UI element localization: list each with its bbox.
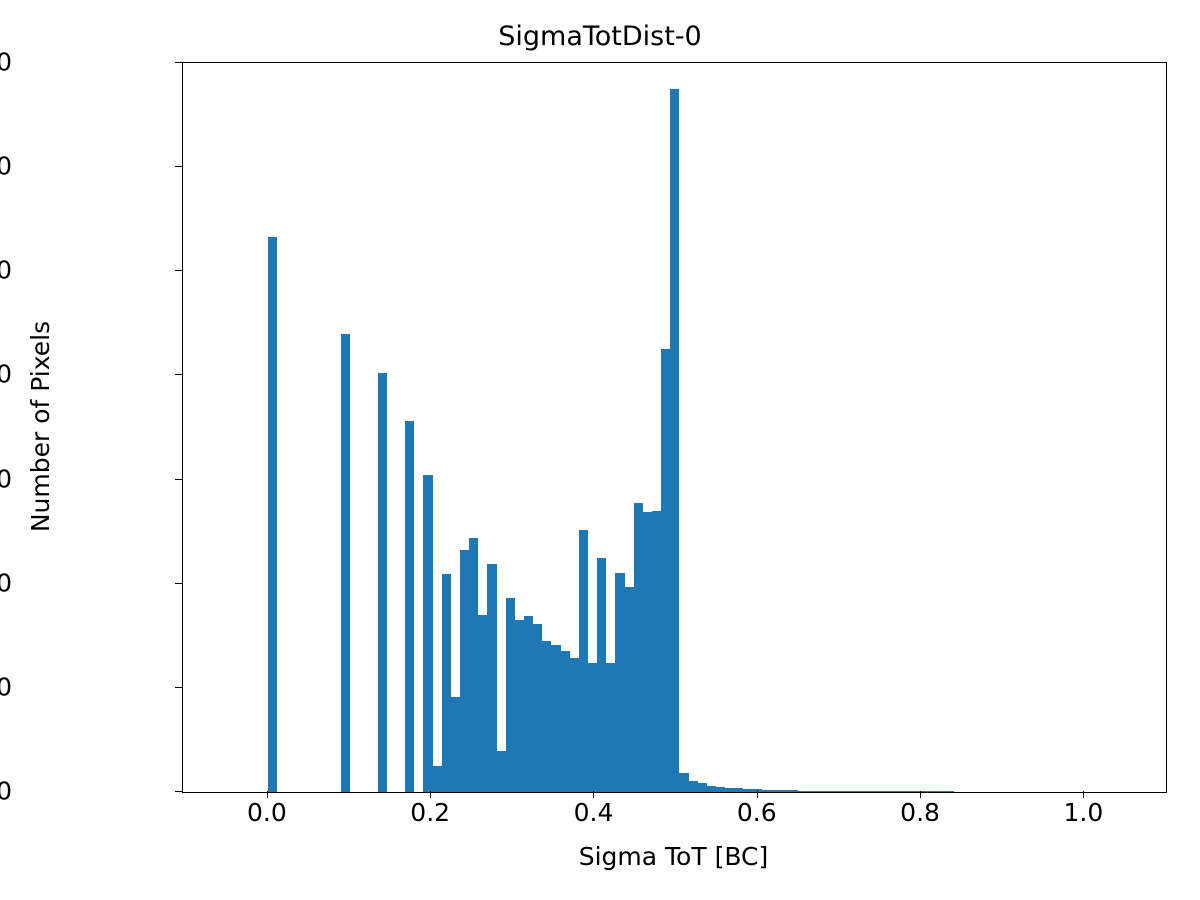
histogram-bar <box>825 790 835 792</box>
histogram-bar <box>917 791 927 792</box>
histogram-bar <box>697 783 707 792</box>
x-tick-label: 0.0 <box>247 798 287 827</box>
x-tick-label: 1.0 <box>1063 798 1104 827</box>
histogram-bar <box>816 790 826 792</box>
histogram-bar <box>341 333 351 792</box>
histogram-bar <box>405 420 415 792</box>
histogram-bar <box>798 790 808 792</box>
histogram-bar <box>908 791 918 792</box>
histogram-bar <box>505 598 515 792</box>
histogram-bar <box>926 791 936 792</box>
x-tick-mark <box>756 791 758 798</box>
histogram-bar <box>560 651 570 792</box>
histogram-bar <box>752 789 762 792</box>
x-tick-mark <box>593 791 595 798</box>
histogram-bar <box>779 790 790 792</box>
histogram-bar <box>706 785 716 792</box>
y-tick-mark <box>175 478 182 480</box>
x-tick-label: 0.2 <box>410 798 451 827</box>
histogram-bar <box>889 791 899 792</box>
y-tick-mark <box>175 791 182 792</box>
histogram-bar <box>743 788 753 792</box>
x-tick-label: 0.4 <box>573 798 614 827</box>
y-tick-label: 6000 <box>0 464 12 494</box>
histogram-bar <box>533 624 543 792</box>
y-tick-label: 8000 <box>0 359 12 389</box>
x-tick-mark <box>920 791 922 798</box>
y-tick-label: 2000 <box>0 672 12 702</box>
histogram-bar <box>715 787 726 792</box>
histogram-bar <box>450 697 460 792</box>
x-tick-label: 0.8 <box>900 798 940 827</box>
histogram-bar <box>853 791 863 792</box>
histogram-bar <box>551 644 561 792</box>
histogram-bar <box>679 772 689 792</box>
histogram-bar <box>898 791 908 792</box>
x-tick-mark <box>1083 791 1085 798</box>
y-tick-label: 14000 <box>0 47 12 77</box>
y-tick-mark <box>175 270 182 272</box>
y-tick-label: 0 <box>0 776 12 806</box>
y-tick-mark <box>175 166 182 168</box>
y-tick-label: 4000 <box>0 568 12 598</box>
plot-area <box>182 62 1167 793</box>
histogram-bar <box>761 789 771 792</box>
histogram-bar <box>862 791 872 792</box>
y-axis-label: Number of Pixels <box>26 320 55 533</box>
histogram-bar <box>542 641 552 792</box>
histogram-bar <box>469 537 479 792</box>
y-tick-label: 10000 <box>0 255 12 285</box>
histogram-bar <box>834 791 844 792</box>
histogram-bar <box>523 616 534 792</box>
histogram-bar <box>807 790 817 792</box>
histogram-bar <box>606 662 616 792</box>
histogram-bar <box>441 574 451 792</box>
x-tick-mark <box>430 791 432 798</box>
histogram-bar <box>642 512 652 792</box>
histogram-bar <box>880 791 890 792</box>
histogram-bar <box>944 791 954 792</box>
histogram-bar <box>578 530 588 792</box>
histogram-bar <box>459 550 470 792</box>
histogram-bar <box>267 237 278 792</box>
histogram-bar <box>670 89 680 792</box>
histogram-bar <box>843 791 854 792</box>
histogram-bar <box>770 789 780 792</box>
histogram-bar <box>624 587 634 792</box>
histogram-bar <box>587 663 598 792</box>
y-tick-mark <box>175 62 182 63</box>
histogram-bar <box>496 750 506 792</box>
y-tick-mark <box>175 374 182 376</box>
histogram-bar <box>432 765 442 792</box>
histogram-bar <box>661 349 671 792</box>
histogram-bar <box>597 557 607 792</box>
histogram-bar <box>871 791 881 792</box>
y-tick-mark <box>175 686 182 688</box>
histogram-bar <box>725 787 735 792</box>
histogram-bar <box>615 573 625 792</box>
histogram-bar <box>514 620 524 792</box>
y-tick-mark <box>175 582 182 584</box>
histogram-bar <box>651 510 662 792</box>
x-axis-label: Sigma ToT [BC] <box>578 842 769 871</box>
chart-title: SigmaTotDist-0 <box>498 21 702 52</box>
x-tick-mark <box>266 791 268 798</box>
histogram-bar <box>935 791 945 792</box>
histogram-bar <box>377 372 387 792</box>
histogram-bar <box>478 614 488 792</box>
histogram-bar <box>633 503 643 792</box>
histogram-bar <box>734 788 744 792</box>
histogram-bar <box>789 790 799 792</box>
histogram-bar <box>487 563 497 792</box>
x-tick-label: 0.6 <box>736 798 777 827</box>
y-tick-label: 12000 <box>0 151 12 181</box>
histogram-bar <box>688 780 698 792</box>
histogram-bars <box>183 63 1166 792</box>
histogram-bar <box>569 657 579 792</box>
histogram-bar <box>423 475 433 792</box>
